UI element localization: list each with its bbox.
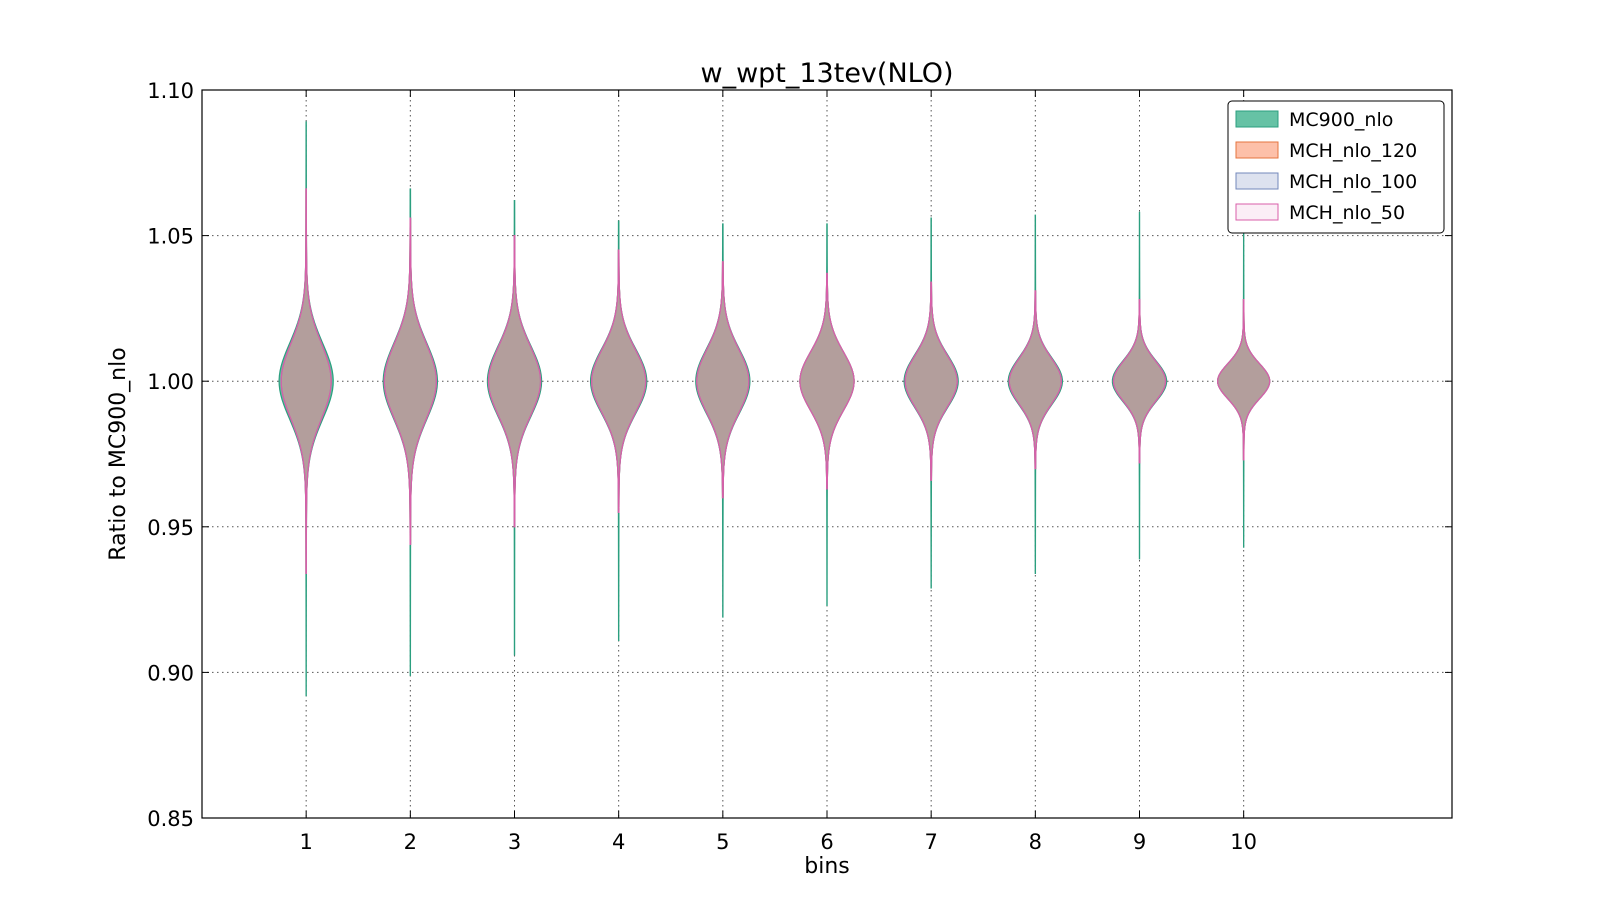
y-tick-label: 1.05 <box>147 225 194 249</box>
x-tick-label: 9 <box>1133 830 1146 854</box>
legend-swatch <box>1235 203 1279 221</box>
violin-body <box>1112 299 1167 464</box>
x-tick-label: 7 <box>924 830 937 854</box>
legend-box <box>1227 100 1445 234</box>
legend-swatch <box>1235 110 1279 128</box>
legend-entry: MCH_nlo_50 <box>1289 202 1405 224</box>
legend-entry: MCH_nlo_100 <box>1289 171 1417 193</box>
x-tick-label: 10 <box>1230 830 1257 854</box>
x-tick-label: 1 <box>299 830 312 854</box>
violin-body <box>904 281 958 481</box>
y-tick-label: 1.00 <box>147 370 194 394</box>
violin-body <box>1008 290 1062 470</box>
chart-title: w_wpt_13tev(NLO) <box>700 58 953 89</box>
y-tick-label: 0.90 <box>147 661 194 685</box>
legend: MC900_nlo MCH_nlo_120 MCH_nlo_100 MCH_nlo_5… <box>1227 100 1445 234</box>
violin-series <box>280 188 1271 574</box>
legend-swatch <box>1235 172 1279 190</box>
x-tick-label: 3 <box>508 830 521 854</box>
violin-body <box>1217 299 1271 461</box>
violin-body <box>799 272 855 490</box>
x-tick-label: 6 <box>820 830 833 854</box>
y-axis-label: Ratio to MC900_nlo <box>106 347 131 560</box>
y-tick-label: 1.10 <box>147 79 194 103</box>
violin-body <box>487 235 542 528</box>
x-tick-label: 8 <box>1029 830 1042 854</box>
x-tick-label: 4 <box>612 830 625 854</box>
x-axis-label: bins <box>804 854 849 879</box>
violin-body <box>280 188 332 574</box>
x-tick-label: 5 <box>716 830 729 854</box>
legend-entry: MC900_nlo <box>1289 109 1393 131</box>
legend-items: MC900_nlo MCH_nlo_120 MCH_nlo_100 MCH_nlo_5… <box>1235 109 1417 224</box>
y-tick-label: 0.85 <box>147 807 194 831</box>
violin-layer <box>278 121 1271 697</box>
violin-body <box>590 249 647 513</box>
y-tick-label: 0.95 <box>147 516 194 540</box>
legend-entry: MCH_nlo_120 <box>1289 140 1417 162</box>
x-tick-label: 2 <box>404 830 417 854</box>
violin-body <box>696 261 750 499</box>
tick-layer: 0.85 0.90 0.95 1.00 1.05 1.10 1 2 3 4 5 6 7 8 9 10 <box>147 79 1452 854</box>
violin-body <box>383 217 437 545</box>
legend-swatch <box>1235 141 1279 159</box>
